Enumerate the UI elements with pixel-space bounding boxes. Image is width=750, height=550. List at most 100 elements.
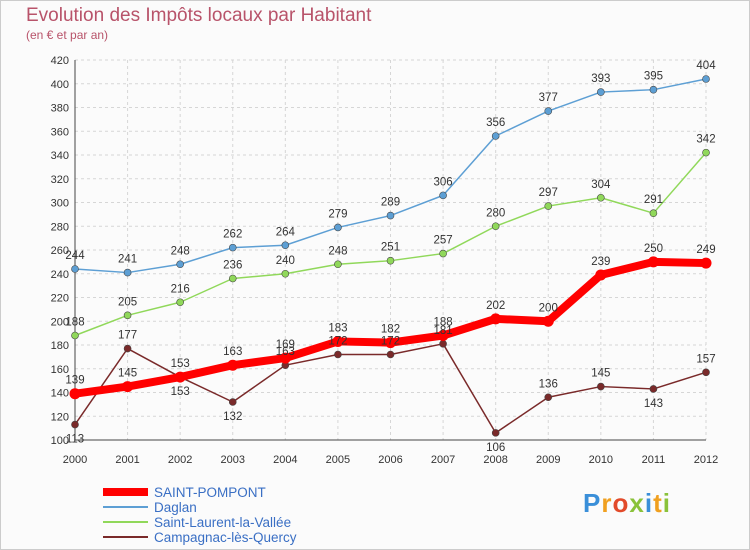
series-point-1 (386, 211, 395, 220)
logo-letter: i (662, 488, 671, 518)
chart-title: Evolution des Impôts locaux par Habitant (26, 5, 372, 26)
data-label: 136 (539, 378, 558, 390)
proxiti-logo: Proxiti (583, 488, 671, 519)
series-point-2 (439, 249, 447, 258)
x-tick-label: 2003 (221, 454, 245, 466)
x-tick-label: 2008 (483, 454, 507, 466)
series-point-1 (123, 268, 132, 277)
data-label: 240 (276, 255, 295, 267)
series-point-2 (649, 209, 658, 217)
x-tick-label: 2011 (642, 454, 666, 466)
data-label: 395 (644, 71, 663, 83)
series-point-0 (122, 381, 134, 393)
series-point-0 (647, 256, 659, 268)
legend-label-2: Saint-Laurent-la-Vallée (154, 515, 291, 530)
data-label: 306 (433, 176, 452, 188)
y-tick-label: 300 (51, 198, 69, 210)
data-label: 291 (644, 194, 663, 206)
data-label: 177 (118, 330, 137, 342)
series-point-0 (227, 359, 239, 371)
data-label: 172 (381, 336, 400, 348)
data-label: 297 (539, 187, 558, 199)
data-label: 279 (328, 208, 347, 220)
y-tick-label: 320 (51, 174, 69, 186)
series-point-2 (597, 193, 605, 202)
series-point-2 (71, 331, 79, 340)
series-point-0 (69, 388, 81, 400)
series-point-1 (71, 265, 79, 273)
data-label: 404 (696, 60, 716, 72)
series-point-2 (123, 311, 132, 320)
data-label: 280 (486, 207, 505, 219)
chart-subtitle: (en € et par an) (26, 28, 109, 42)
y-tick-label: 160 (51, 364, 69, 376)
x-tick-label: 2009 (536, 454, 560, 466)
series-point-1 (649, 85, 658, 94)
data-label: 183 (328, 322, 347, 334)
series (69, 75, 712, 437)
y-tick-label: 100 (51, 435, 69, 447)
data-label: 249 (696, 244, 715, 256)
data-label: 377 (539, 92, 558, 104)
axes: 100 120 140 160 180 200 220 240 260 280 300 320 340 3… (51, 55, 719, 466)
data-label: 257 (433, 235, 452, 247)
series-point-2 (281, 269, 290, 278)
series-point-1 (491, 132, 500, 140)
y-tick-label: 340 (51, 150, 69, 162)
series-point-3 (123, 344, 132, 353)
y-tick-label: 420 (51, 55, 69, 67)
logo-letter: o (612, 488, 630, 518)
data-label: 393 (591, 73, 610, 85)
series-point-3 (334, 350, 342, 359)
x-tick-label: 2001 (115, 454, 139, 466)
x-tick-label: 2012 (694, 454, 718, 466)
data-label: 139 (65, 375, 84, 387)
data-label: 248 (171, 245, 190, 257)
series-point-3 (228, 398, 237, 406)
logo-letter: i (644, 488, 654, 518)
series-point-0 (385, 337, 396, 349)
data-label: 216 (171, 283, 190, 295)
data-label: 202 (486, 300, 505, 312)
series-point-2 (176, 298, 184, 307)
series-point-2 (702, 148, 710, 157)
data-label: 157 (696, 353, 715, 365)
data-label: 143 (644, 398, 663, 410)
data-label: 145 (118, 368, 137, 380)
data-label: 264 (276, 226, 296, 238)
data-label: 145 (591, 368, 610, 380)
x-tick-label: 2002 (168, 454, 192, 466)
data-label: 205 (118, 296, 137, 308)
logo-letter: P (583, 488, 602, 518)
series-point-3 (386, 350, 395, 359)
y-tick-label: 240 (51, 269, 69, 281)
y-tick-label: 400 (51, 79, 69, 91)
series-point-1 (228, 243, 237, 252)
y-tick-label: 200 (51, 316, 69, 328)
y-tick-label: 120 (51, 411, 69, 423)
series-point-0 (700, 257, 712, 269)
data-label: 244 (65, 250, 85, 262)
legend-label-1: Daglan (154, 500, 197, 515)
series-point-3 (649, 385, 658, 393)
series-point-0 (279, 352, 291, 364)
series-point-2 (544, 202, 553, 210)
series-point-1 (439, 191, 447, 200)
x-tick-label: 2005 (326, 454, 350, 466)
data-label: 153 (171, 358, 190, 370)
data-label: 106 (486, 442, 505, 454)
data-label: 241 (118, 254, 137, 266)
series-point-3 (544, 393, 553, 402)
data-label: 169 (276, 339, 295, 351)
series-point-2 (228, 274, 237, 283)
data-label: 248 (328, 245, 347, 257)
data-label: 239 (591, 256, 610, 268)
data-label: 251 (381, 242, 400, 254)
data-label: 188 (65, 317, 84, 329)
logo-letter: t (653, 488, 663, 518)
series-point-0 (490, 313, 502, 325)
data-label: 342 (696, 134, 715, 146)
series-point-0 (542, 315, 554, 327)
